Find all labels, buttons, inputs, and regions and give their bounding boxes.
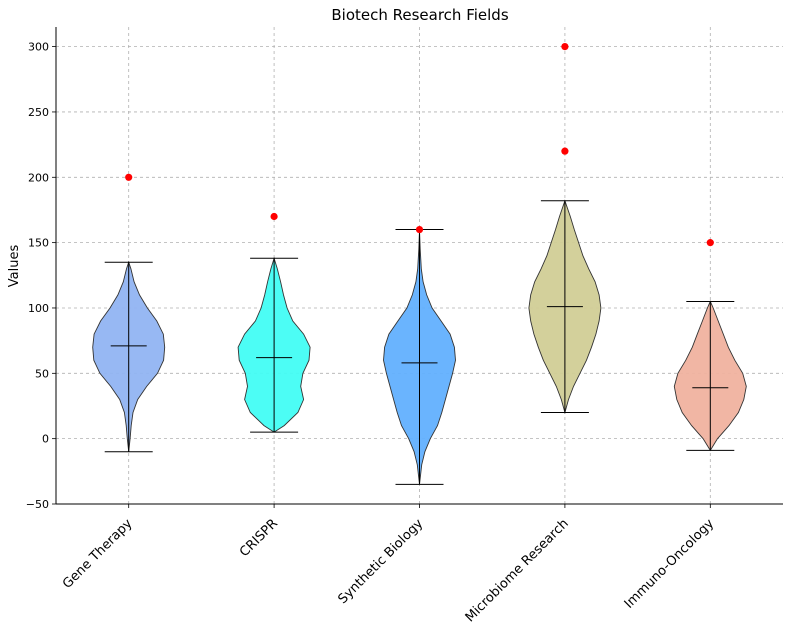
y-tick-label: 300 <box>28 41 49 54</box>
y-tick-label: −50 <box>26 498 49 511</box>
outlier-point <box>415 225 424 234</box>
y-axis-label: Values <box>7 245 22 288</box>
y-tick-label: 200 <box>28 171 49 184</box>
chart-title: Biotech Research Fields <box>331 6 508 24</box>
outlier-point <box>561 147 569 155</box>
outlier-point <box>270 212 278 221</box>
y-tick-label: 150 <box>28 237 49 250</box>
y-tick-label: 250 <box>28 106 49 119</box>
outlier-point <box>561 43 569 51</box>
outlier-point <box>706 239 714 247</box>
y-tick-label: 0 <box>42 433 49 446</box>
y-tick-label: 50 <box>35 367 49 380</box>
outlier-point <box>125 173 133 181</box>
violins <box>92 199 747 485</box>
y-tick-label: 100 <box>28 302 49 315</box>
outlier-points <box>125 43 714 247</box>
